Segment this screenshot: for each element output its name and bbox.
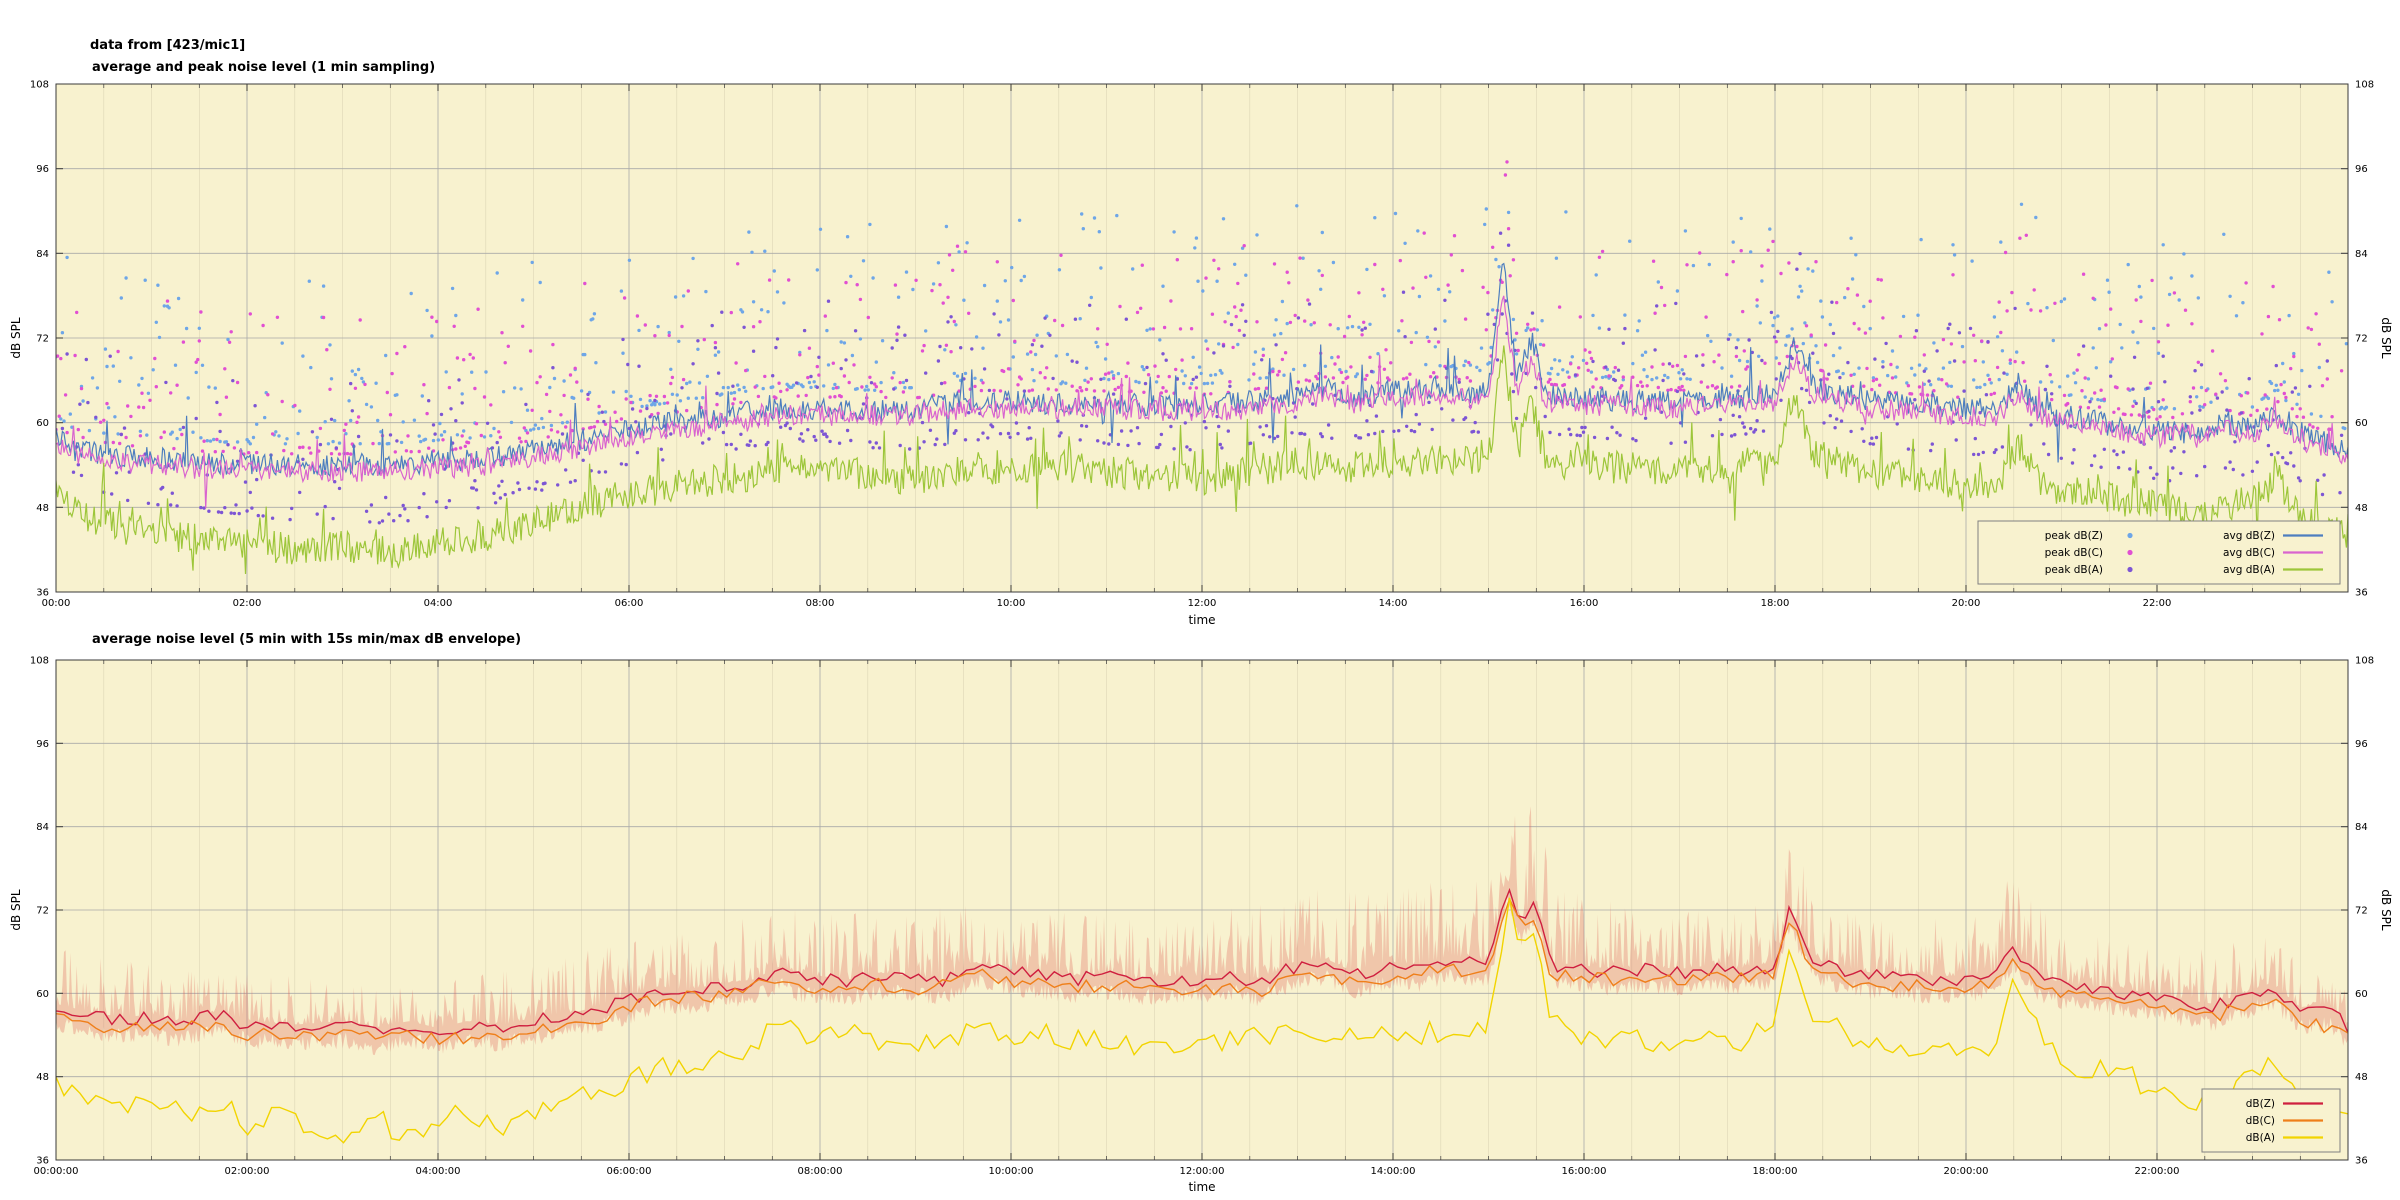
- svg-text:22:00: 22:00: [2143, 598, 2172, 609]
- svg-text:60: 60: [2355, 989, 2368, 1000]
- series-db-z: [56, 887, 2348, 1036]
- chart-average-peak-noise: 00:00 02:00 04:00 06:00 08:00 10:00 12:00 14:00…: [9, 60, 2393, 627]
- chart-2-canvas: 00:00:00 02:00:00 04:00:00 06:00:00 08:00:00…: [30, 656, 2374, 1178]
- y-tick-labels-left: 36 48 60 72 84 96 108: [30, 656, 49, 1167]
- svg-text:48: 48: [2355, 503, 2368, 514]
- svg-text:00:00: 00:00: [42, 598, 71, 609]
- y-tick-labels-left: 36 48 60 72 84 96 108: [30, 80, 49, 599]
- chart-2-y-axis-label-right: dB SPL: [2379, 889, 2393, 931]
- chart-1-y-axis-label-right: dB SPL: [2379, 317, 2393, 359]
- svg-text:18:00: 18:00: [1761, 598, 1790, 609]
- svg-text:72: 72: [36, 906, 49, 917]
- svg-text:84: 84: [36, 822, 49, 833]
- svg-text:96: 96: [2355, 739, 2368, 750]
- gridlines: [56, 84, 2348, 592]
- svg-text:14:00:00: 14:00:00: [1371, 1166, 1416, 1177]
- legend: dB(Z) dB(C) dB(A): [2201, 1088, 2341, 1153]
- y-tick-labels-right: 36 48 60 72 84 96 108: [2355, 656, 2374, 1167]
- svg-text:dB(C): dB(C): [2246, 1115, 2275, 1127]
- svg-text:12:00: 12:00: [1188, 598, 1217, 609]
- svg-text:peak dB(Z): peak dB(Z): [2045, 530, 2103, 542]
- chart-2-x-axis-label: time: [1188, 1180, 1216, 1194]
- svg-text:avg dB(A): avg dB(A): [2223, 564, 2275, 576]
- svg-text:08:00:00: 08:00:00: [798, 1166, 843, 1177]
- svg-text:96: 96: [36, 739, 49, 750]
- svg-text:08:00: 08:00: [806, 598, 835, 609]
- svg-text:108: 108: [30, 656, 49, 667]
- svg-text:10:00:00: 10:00:00: [989, 1166, 1034, 1177]
- svg-text:20:00: 20:00: [1952, 598, 1981, 609]
- chart-2-y-axis-label-left: dB SPL: [9, 889, 23, 931]
- svg-text:72: 72: [2355, 334, 2368, 345]
- svg-text:108: 108: [30, 80, 49, 91]
- x-tick-labels: 00:00 02:00 04:00 06:00 08:00 10:00 12:00 14:00…: [42, 598, 2172, 609]
- svg-text:60: 60: [36, 989, 49, 1000]
- svg-text:02:00:00: 02:00:00: [225, 1166, 270, 1177]
- svg-text:36: 36: [2355, 1156, 2368, 1167]
- svg-text:22:00:00: 22:00:00: [2135, 1166, 2180, 1177]
- svg-text:16:00:00: 16:00:00: [1562, 1166, 1607, 1177]
- svg-text:18:00:00: 18:00:00: [1753, 1166, 1798, 1177]
- series-db-a: [56, 897, 2348, 1144]
- svg-text:dB(A): dB(A): [2246, 1132, 2275, 1144]
- gridlines: [56, 660, 2348, 1160]
- chart-1-y-axis-label-left: dB SPL: [9, 317, 23, 359]
- chart-1-title: average and peak noise level (1 min samp…: [92, 60, 436, 75]
- svg-text:peak dB(A): peak dB(A): [2045, 564, 2103, 576]
- axis-ticks: [56, 659, 2348, 1161]
- series-avg-db-c: [56, 295, 2348, 509]
- svg-text:84: 84: [2355, 822, 2368, 833]
- svg-text:06:00: 06:00: [615, 598, 644, 609]
- axis-ticks: [56, 83, 2348, 593]
- svg-text:avg dB(C): avg dB(C): [2223, 547, 2275, 559]
- svg-text:14:00: 14:00: [1379, 598, 1408, 609]
- svg-text:04:00: 04:00: [424, 598, 453, 609]
- svg-text:36: 36: [36, 1156, 49, 1167]
- svg-text:108: 108: [2355, 656, 2374, 667]
- x-tick-labels: 00:00:00 02:00:00 04:00:00 06:00:00 08:00:00…: [34, 1166, 2180, 1177]
- svg-text:04:00:00: 04:00:00: [416, 1166, 461, 1177]
- svg-text:36: 36: [2355, 588, 2368, 599]
- y-tick-labels-right: 36 48 60 72 84 96 108: [2355, 80, 2374, 599]
- svg-text:20:00:00: 20:00:00: [1944, 1166, 1989, 1177]
- svg-text:02:00: 02:00: [233, 598, 262, 609]
- svg-text:72: 72: [36, 334, 49, 345]
- chart-2-title: average noise level (5 min with 15s min/…: [92, 632, 522, 647]
- chart-1-canvas: 00:00 02:00 04:00 06:00 08:00 10:00 12:00 14:00…: [30, 80, 2374, 610]
- series-min-max-envelope: [56, 806, 2348, 1056]
- svg-text:avg dB(Z): avg dB(Z): [2223, 530, 2275, 542]
- chart-1-x-axis-label: time: [1188, 613, 1216, 627]
- svg-text:06:00:00: 06:00:00: [607, 1166, 652, 1177]
- svg-text:72: 72: [2355, 906, 2368, 917]
- series-avg-db-a: [56, 345, 2348, 575]
- svg-text:48: 48: [36, 503, 49, 514]
- svg-text:60: 60: [36, 418, 49, 429]
- series-peak-db-a: [60, 231, 2344, 525]
- legend: peak dB(Z) peak dB(C) peak dB(A) avg dB(Z) a…: [1977, 520, 2341, 585]
- svg-text:48: 48: [36, 1072, 49, 1083]
- svg-text:84: 84: [2355, 249, 2368, 260]
- svg-text:84: 84: [36, 249, 49, 260]
- svg-text:00:00:00: 00:00:00: [34, 1166, 79, 1177]
- series-peak-db-z: [56, 202, 2348, 446]
- header-source-line: data from [423/mic1]: [90, 38, 246, 53]
- svg-text:peak dB(C): peak dB(C): [2045, 547, 2103, 559]
- series-db-c: [56, 897, 2348, 1046]
- svg-text:60: 60: [2355, 418, 2368, 429]
- svg-text:12:00:00: 12:00:00: [1180, 1166, 1225, 1177]
- chart-average-noise-envelope: 00:00:00 02:00:00 04:00:00 06:00:00 08:00:00…: [0, 628, 2400, 1200]
- svg-text:96: 96: [2355, 164, 2368, 175]
- svg-text:48: 48: [2355, 1072, 2368, 1083]
- svg-text:dB(Z): dB(Z): [2246, 1098, 2275, 1110]
- svg-text:16:00: 16:00: [1570, 598, 1599, 609]
- svg-text:36: 36: [36, 588, 49, 599]
- svg-text:108: 108: [2355, 80, 2374, 91]
- svg-text:96: 96: [36, 164, 49, 175]
- svg-text:10:00: 10:00: [997, 598, 1026, 609]
